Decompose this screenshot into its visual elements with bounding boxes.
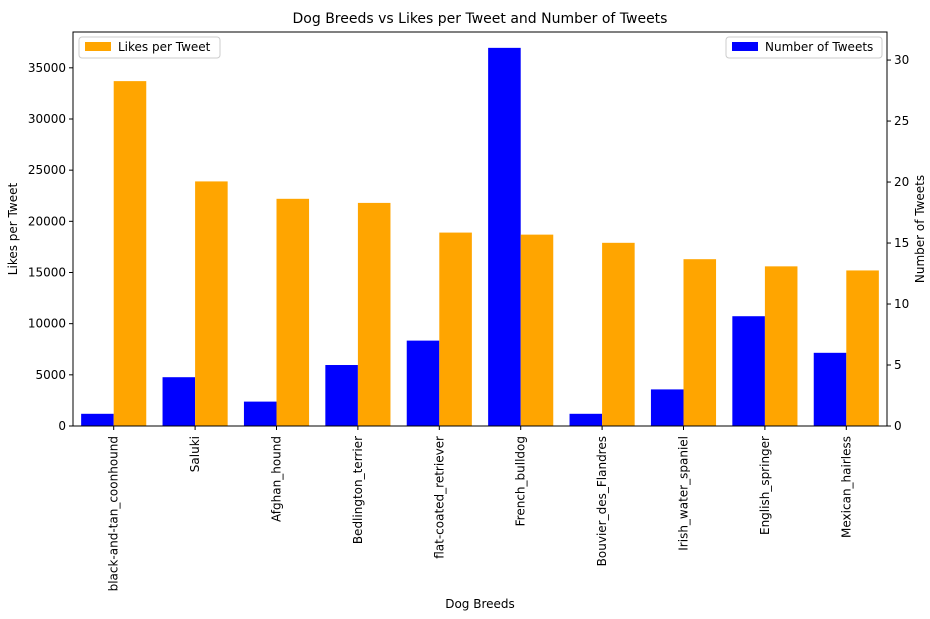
bar-likes-per-tweet-afghan-hound <box>276 198 310 426</box>
x-tick-label-black-and-tan-coonhound: black-and-tan_coonhound <box>107 436 121 591</box>
right-y-axis: 0 5 10 15 20 25 30 <box>887 53 909 433</box>
x-tick-label-english-springer: English_springer <box>758 436 772 535</box>
bar-likes-per-tweet-irish-water-spaniel <box>683 259 717 426</box>
legend-label-number-of-tweets: Number of Tweets <box>765 40 873 54</box>
bar-number-of-tweets-bouvier-des-flandres <box>569 413 603 426</box>
x-tick-label-mexican-hairless: Mexican_hairless <box>839 436 853 538</box>
bar-number-of-tweets-afghan-hound <box>243 401 277 426</box>
x-tick-label-french-bulldog: French_bulldog <box>514 436 528 526</box>
bar-likes-per-tweet-english-springer <box>764 266 798 426</box>
bar-number-of-tweets-irish-water-spaniel <box>650 389 684 426</box>
bar-number-of-tweets-bedlington-terrier <box>325 365 358 426</box>
bar-number-of-tweets-flat-coated-retriever <box>406 340 440 426</box>
bar-number-of-tweets-saluki <box>162 377 196 426</box>
left-y-tick-label: 10000 <box>28 317 66 331</box>
x-tick-label-irish-water-spaniel: Irish_water_spaniel <box>677 436 691 551</box>
legend-box <box>78 36 221 59</box>
bar-likes-per-tweet-saluki <box>195 181 228 426</box>
bar-likes-per-tweet-black-and-tan-coonhound <box>113 81 147 427</box>
x-tick-label-flat-coated-retriever: flat-coated_retriever <box>432 436 446 559</box>
bar-likes-per-tweet-bedlington-terrier <box>357 202 391 426</box>
left-y-tick-label: 20000 <box>28 214 66 228</box>
right-y-tick-label: 30 <box>894 53 909 67</box>
bar-number-of-tweets-french-bulldog <box>488 47 521 427</box>
bar-likes-per-tweet-french-bulldog <box>520 234 554 426</box>
left-y-tick-label: 30000 <box>28 112 66 126</box>
right-y-tick-label: 20 <box>894 175 909 189</box>
right-y-tick-label: 10 <box>894 297 909 311</box>
legend-label-likes-per-tweet: Likes per Tweet <box>118 40 211 54</box>
left-y-tick-label: 15000 <box>28 265 66 279</box>
x-axis: black-and-tan_coonhound Saluki Afghan_houn… <box>107 426 853 591</box>
left-y-tick-label: 25000 <box>28 163 66 177</box>
legend-swatch-orange <box>85 42 111 51</box>
x-tick-label-bouvier-des-flandres: Bouvier_des_Flandres <box>595 436 609 566</box>
legend-number-of-tweets: Number of Tweets <box>725 36 883 59</box>
chart-title: Dog Breeds vs Likes per Tweet and Number… <box>293 11 668 27</box>
legend-swatch-blue <box>732 42 758 51</box>
right-y-tick-label: 15 <box>894 236 909 250</box>
bar-number-of-tweets-black-and-tan-coonhound <box>81 413 114 426</box>
bar-number-of-tweets-mexican-hairless <box>813 352 847 426</box>
right-y-tick-label: 25 <box>894 114 909 128</box>
right-y-tick-label: 5 <box>894 358 902 372</box>
x-tick-label-saluki: Saluki <box>188 436 202 472</box>
bar-likes-per-tweet-flat-coated-retriever <box>439 232 472 426</box>
right-y-tick-label: 0 <box>894 419 902 433</box>
bars-group <box>81 47 879 427</box>
legend-box <box>725 36 883 59</box>
left-y-axis-label: Likes per Tweet <box>6 183 20 276</box>
x-tick-label-afghan-hound: Afghan_hound <box>270 436 284 522</box>
left-y-axis: 0 5000 10000 15000 20000 25000 30000 35000 <box>28 61 73 433</box>
left-y-tick-label: 35000 <box>28 61 66 75</box>
bar-likes-per-tweet-bouvier-des-flandres <box>602 242 635 426</box>
x-tick-label-bedlington-terrier: Bedlington_terrier <box>351 436 365 544</box>
left-y-tick-label: 0 <box>58 419 66 433</box>
bar-number-of-tweets-english-springer <box>732 316 765 426</box>
bar-likes-per-tweet-mexican-hairless <box>846 270 879 426</box>
left-y-tick-label: 5000 <box>35 368 66 382</box>
legend-likes-per-tweet: Likes per Tweet <box>78 36 221 59</box>
plot-frame <box>72 31 888 427</box>
right-y-axis-label: Number of Tweets <box>913 175 927 283</box>
x-axis-label: Dog Breeds <box>445 597 515 611</box>
